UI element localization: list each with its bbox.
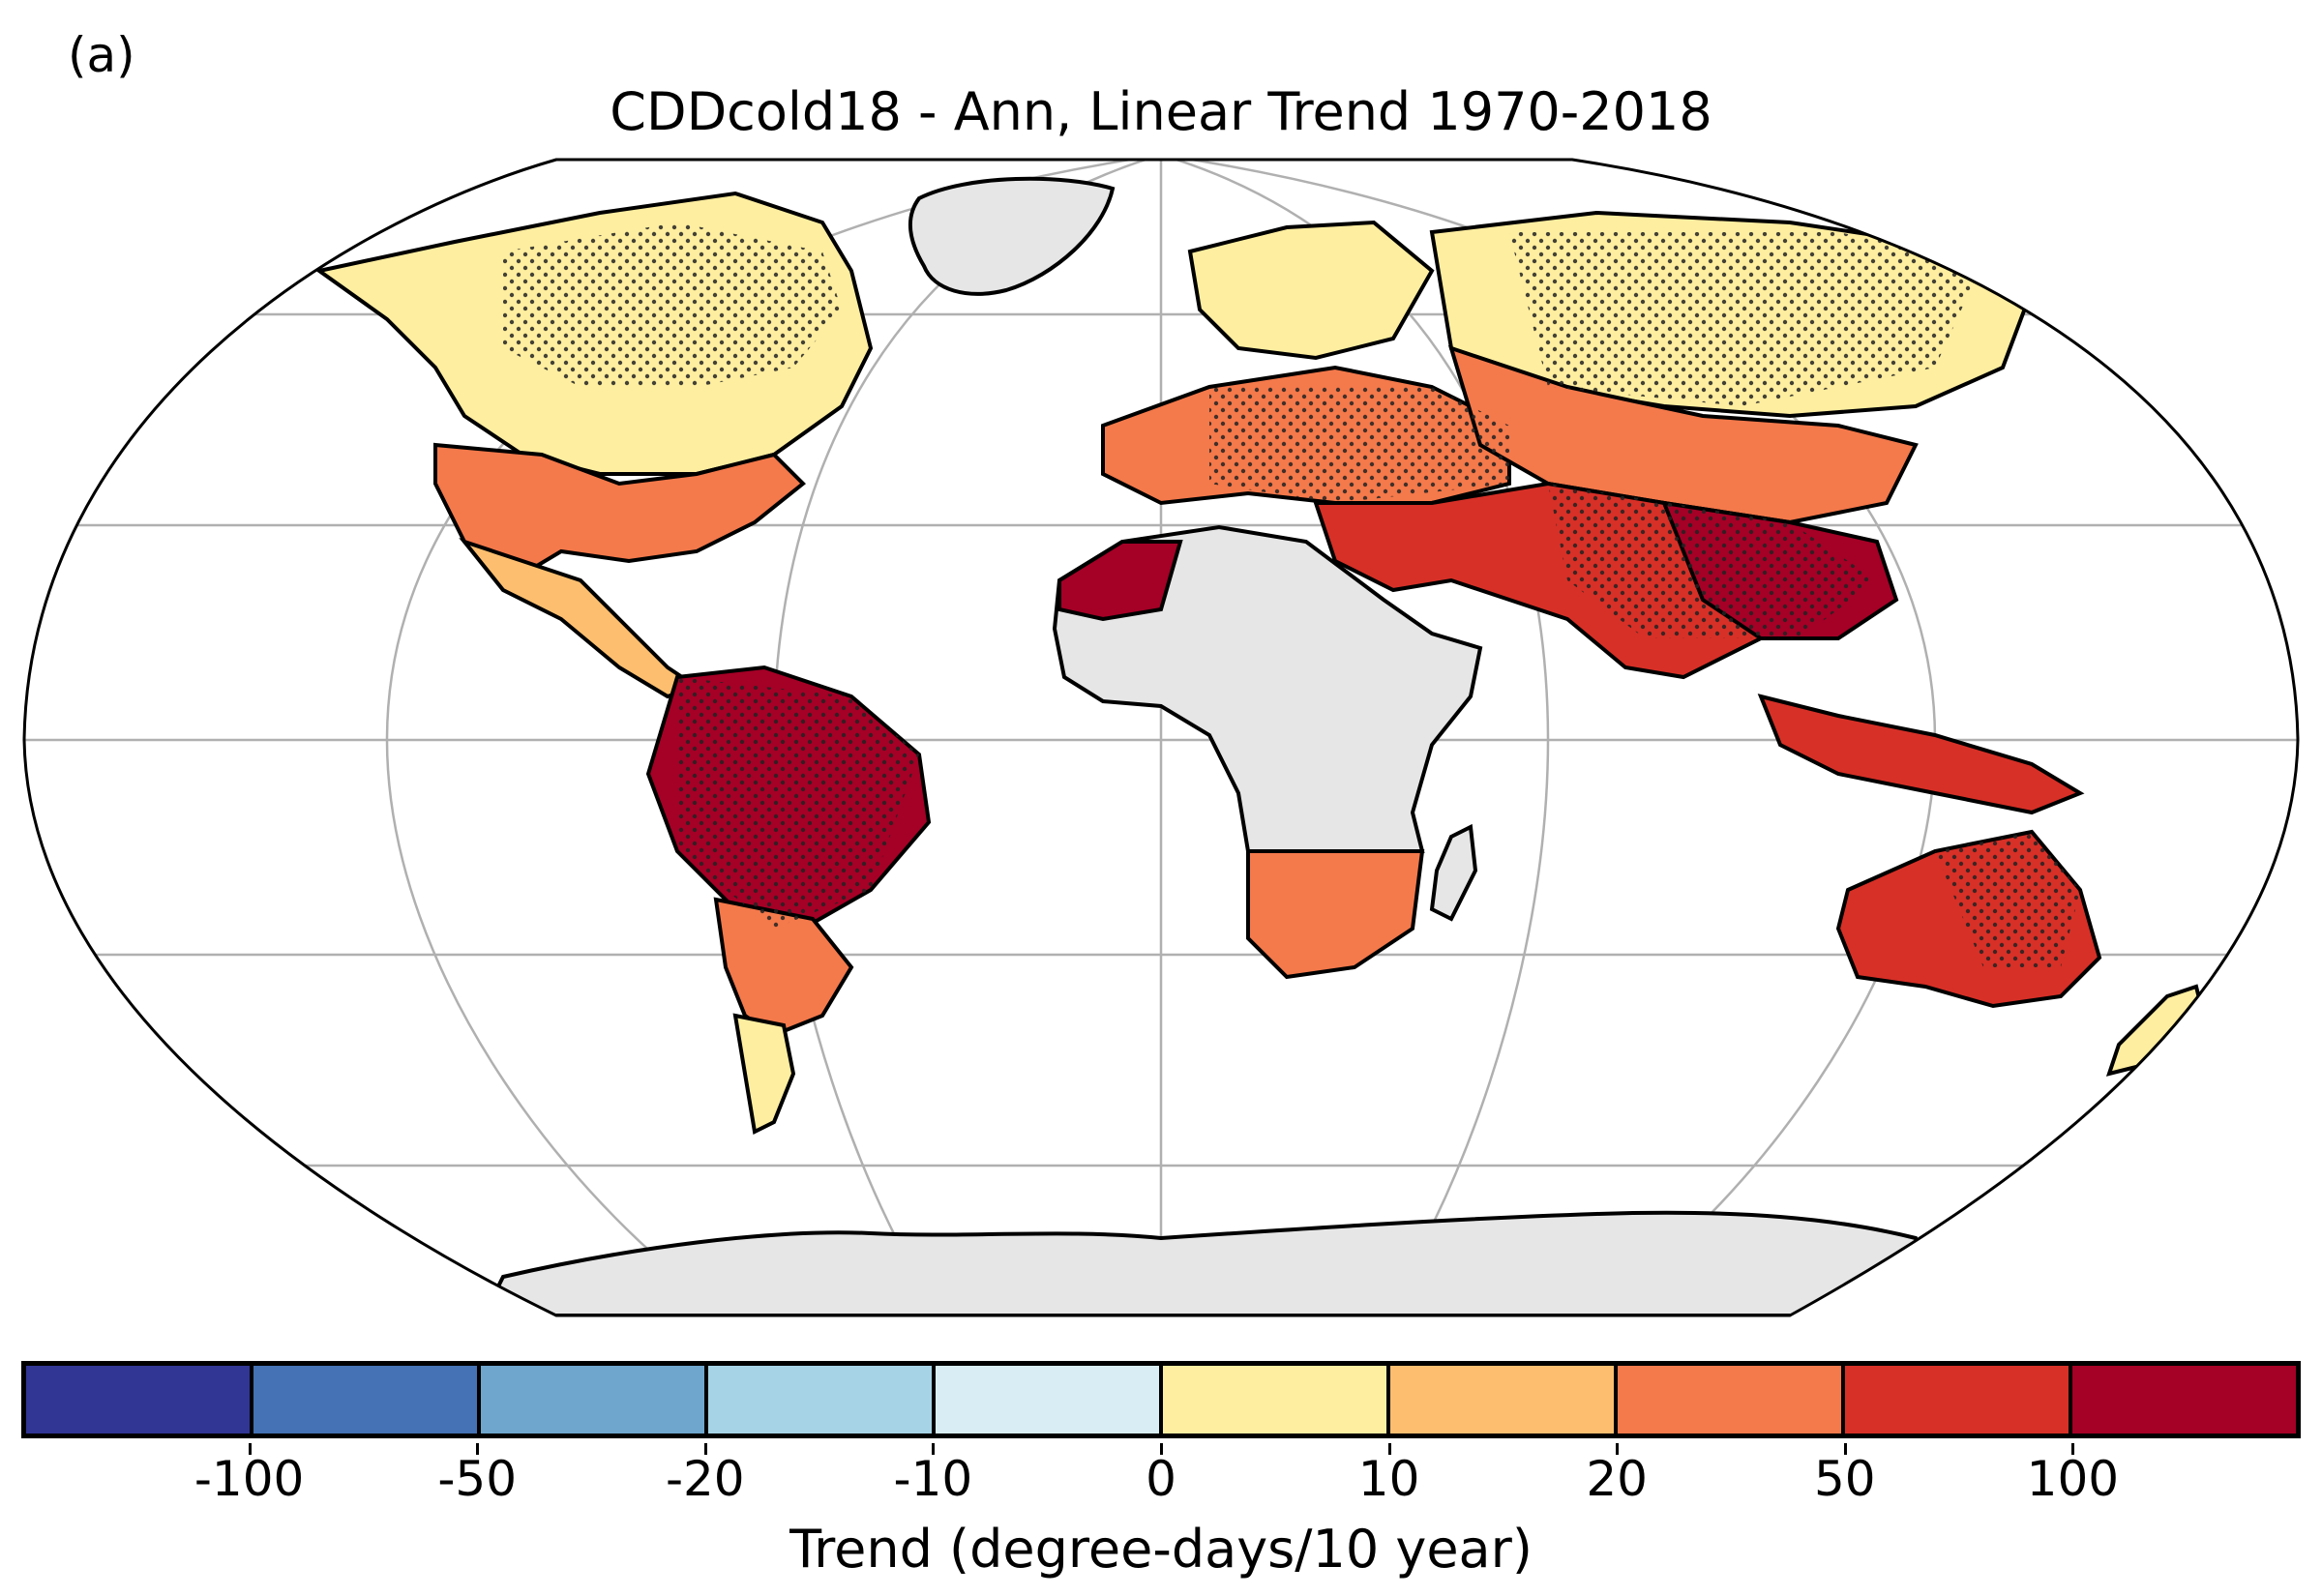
colorbar-segment xyxy=(1845,1366,2072,1433)
colorbar-tick-label: -100 xyxy=(194,1451,305,1507)
colorbar-tick-label: -10 xyxy=(893,1451,973,1507)
colorbar-tick-label: -50 xyxy=(437,1451,518,1507)
colorbar-segment xyxy=(1618,1366,1845,1433)
colorbar-segment xyxy=(481,1366,708,1433)
colorbar-segment xyxy=(26,1366,253,1433)
panel-label: (a) xyxy=(68,27,135,83)
colorbar-tick xyxy=(1160,1443,1163,1455)
colorbar-tick xyxy=(703,1443,707,1455)
colorbar-tick-label: 100 xyxy=(2026,1451,2120,1507)
colorbar-tick-label: 0 xyxy=(1146,1451,1176,1507)
colorbar-tick xyxy=(476,1443,480,1455)
colorbar-segment xyxy=(1390,1366,1618,1433)
globe-border xyxy=(22,158,2300,1317)
colorbar-tick xyxy=(932,1443,936,1455)
colorbar-tick-label: 50 xyxy=(1813,1451,1876,1507)
colorbar-tick-label: 10 xyxy=(1357,1451,1420,1507)
colorbar-tick xyxy=(1616,1443,1620,1455)
colorbar-segment xyxy=(708,1366,936,1433)
colorbar-tick xyxy=(1843,1443,1847,1455)
region-central-asia xyxy=(1447,344,1919,525)
region-patagonia xyxy=(732,1013,796,1135)
colorbar-segment xyxy=(936,1366,1163,1433)
colorbar-tick xyxy=(2071,1443,2075,1455)
colorbar-segment xyxy=(1163,1366,1390,1433)
colorbar-tick xyxy=(1387,1443,1391,1455)
region-southern-africa xyxy=(1246,849,1425,980)
region-europe-north xyxy=(1187,220,1435,361)
colorbar-tick-label: -20 xyxy=(665,1451,745,1507)
region-sahara-west xyxy=(1057,540,1183,622)
world-map xyxy=(22,158,2300,1317)
colorbar xyxy=(21,1361,2301,1438)
colorbar-segment xyxy=(2072,1366,2296,1433)
colorbar-tick-label: 20 xyxy=(1586,1451,1648,1507)
stippling xyxy=(503,222,2080,967)
colorbar-segment xyxy=(253,1366,481,1433)
region-indonesia xyxy=(1757,694,2085,815)
region-south-america-south xyxy=(713,897,854,1038)
colorbar-title: Trend (degree-days/10 year) xyxy=(789,1519,1533,1580)
colorbar-tick xyxy=(248,1443,252,1455)
map-title: CDDcold18 - Ann, Linear Trend 1970-2018 xyxy=(610,81,1712,142)
